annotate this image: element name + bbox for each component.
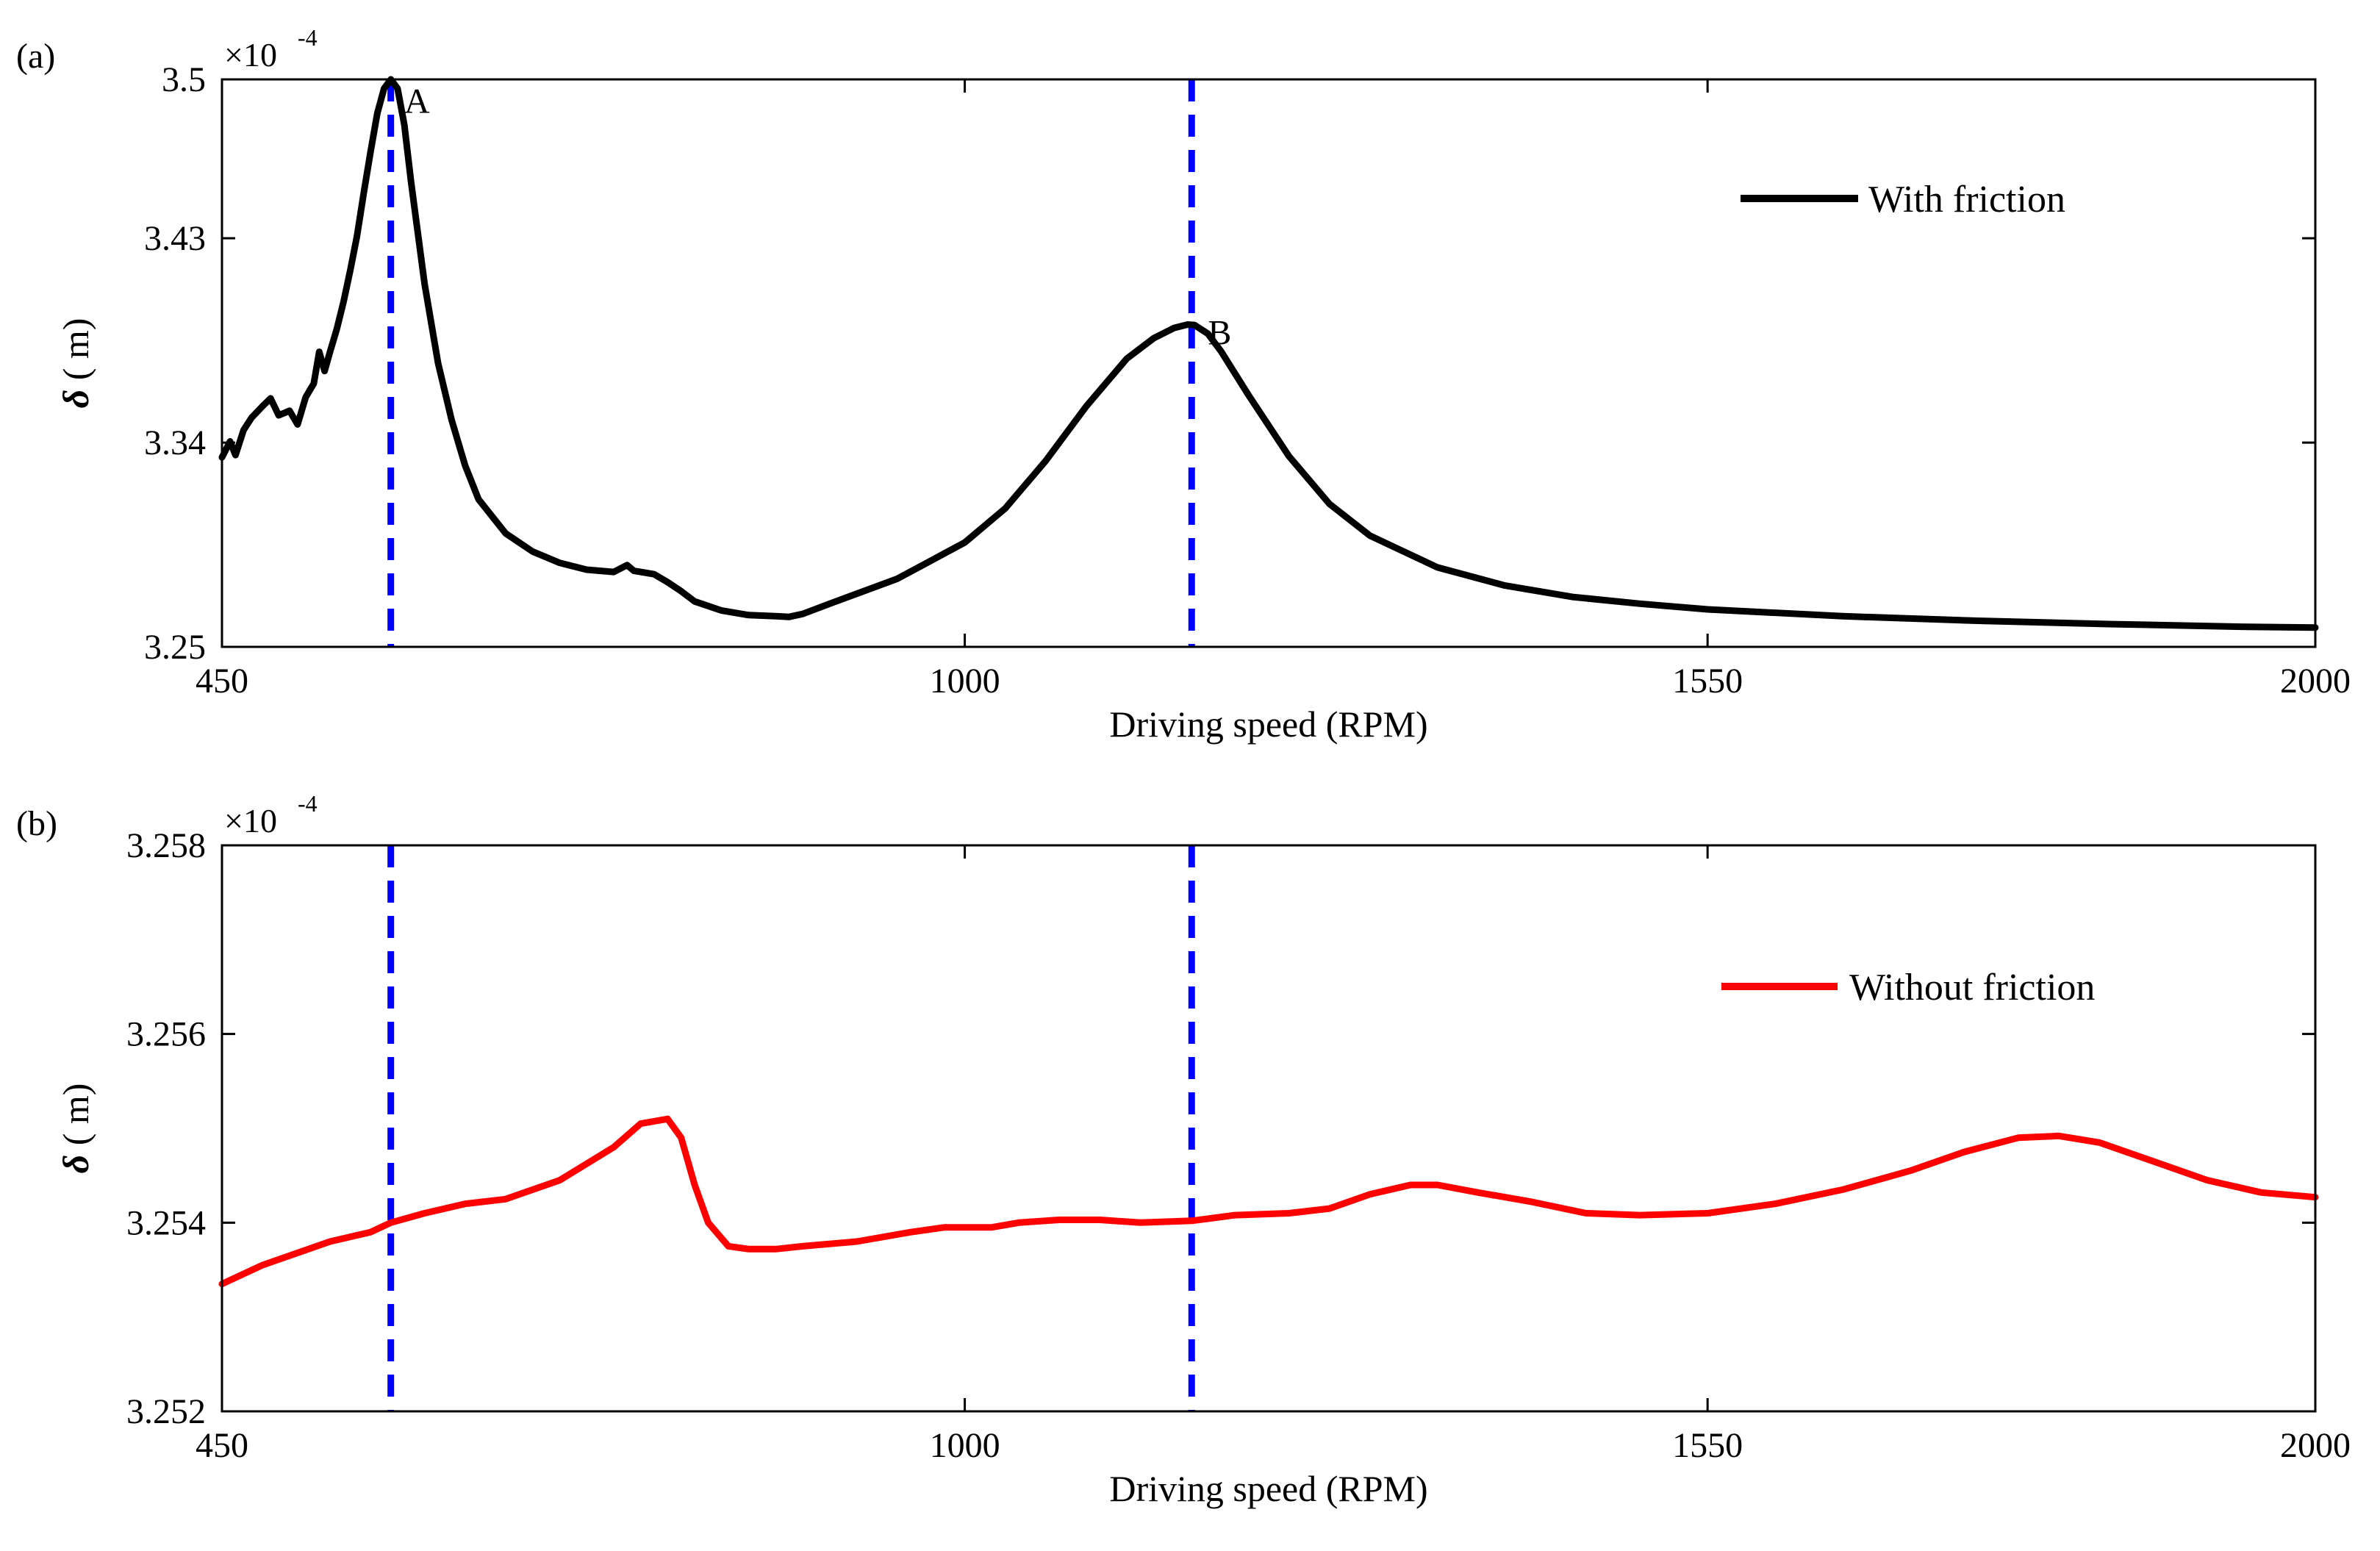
- panel-a-exponent-power: -4: [298, 24, 318, 51]
- panel-a-legend: With friction: [1741, 179, 2065, 221]
- legend-label-without-friction: Without friction: [1849, 967, 2095, 1009]
- panel-a-y-tick-label: 3.25: [144, 628, 206, 667]
- panel-a-plot-box: [221, 78, 2317, 648]
- panel-b-x-tick-label: 1550: [1672, 1426, 1743, 1465]
- panel-b-label: (b): [16, 804, 57, 843]
- panel-b-x-tick-label: 2000: [2280, 1426, 2351, 1465]
- panel-b-reference-lines: [387, 845, 1195, 1411]
- panel-b-exponent-base: ×10: [224, 802, 277, 839]
- panel-a-exponent-base: ×10: [224, 36, 277, 74]
- panel-a-y-tick-label: 3.5: [162, 60, 206, 99]
- panel-a-x-tick-label: 450: [196, 662, 248, 701]
- panel-a-ticks: 450 1000 1550 2000 3.25 3.34 3.43 3.5: [144, 60, 2351, 701]
- panel-b-plot-box: [221, 844, 2317, 1413]
- panel-a-reference-lines: [387, 79, 1195, 647]
- panel-a-x-tick-label: 2000: [2280, 662, 2351, 701]
- panel-b-y-axis-symbol: δ: [55, 1155, 96, 1174]
- legend-label-with-friction: With friction: [1868, 179, 2065, 221]
- panel-b-y-tick-label: 3.258: [126, 826, 206, 865]
- panel-a-y-tick-label: 3.43: [144, 219, 206, 258]
- annotation-a: A: [404, 82, 430, 121]
- panel-b-exponent-power: -4: [298, 790, 318, 817]
- panel-a-x-tick-label: 1550: [1672, 662, 1743, 701]
- panel-b: (b) ×10 -4 450 1000 1550 2000 3.252 3.254 3.25…: [16, 790, 2351, 1509]
- panel-a-line-with-friction: [218, 76, 2319, 631]
- panel-b-y-axis-label: δ ( m): [55, 1083, 96, 1174]
- annotation-b: B: [1208, 313, 1231, 352]
- panel-b-x-tick-label: 1000: [930, 1426, 1000, 1465]
- panel-b-y-tick-label: 3.254: [126, 1203, 206, 1242]
- panel-a-label: (a): [16, 37, 55, 76]
- panel-b-exponent: ×10 -4: [224, 790, 318, 839]
- panel-a-y-axis-unit: ( m): [55, 318, 96, 390]
- panel-b-y-tick-label: 3.256: [126, 1015, 206, 1054]
- panel-a-y-axis-label: δ ( m): [55, 318, 96, 409]
- panel-b-legend: Without friction: [1721, 967, 2095, 1009]
- panel-b-y-tick-label: 3.252: [126, 1392, 206, 1431]
- panel-b-x-axis-label: Driving speed (RPM): [1109, 1468, 1427, 1509]
- panel-a-y-tick-label: 3.34: [144, 423, 206, 462]
- panel-a-y-axis-symbol: δ: [55, 390, 96, 409]
- panel-a-x-tick-label: 1000: [930, 662, 1000, 701]
- panel-a-exponent: ×10 -4: [224, 24, 318, 74]
- panel-b-y-axis-unit: ( m): [55, 1083, 96, 1155]
- panel-b-ticks: 450 1000 1550 2000 3.252 3.254 3.256 3.258: [126, 826, 2351, 1465]
- panel-b-line-without-friction: [218, 1115, 2319, 1288]
- panel-a-x-axis-label: Driving speed (RPM): [1109, 703, 1427, 745]
- panel-b-x-tick-label: 450: [196, 1426, 248, 1465]
- panel-a: (a) ×10 -4 450 1000 1550 2000 3.25 3.34 3.43 3.…: [16, 24, 2351, 745]
